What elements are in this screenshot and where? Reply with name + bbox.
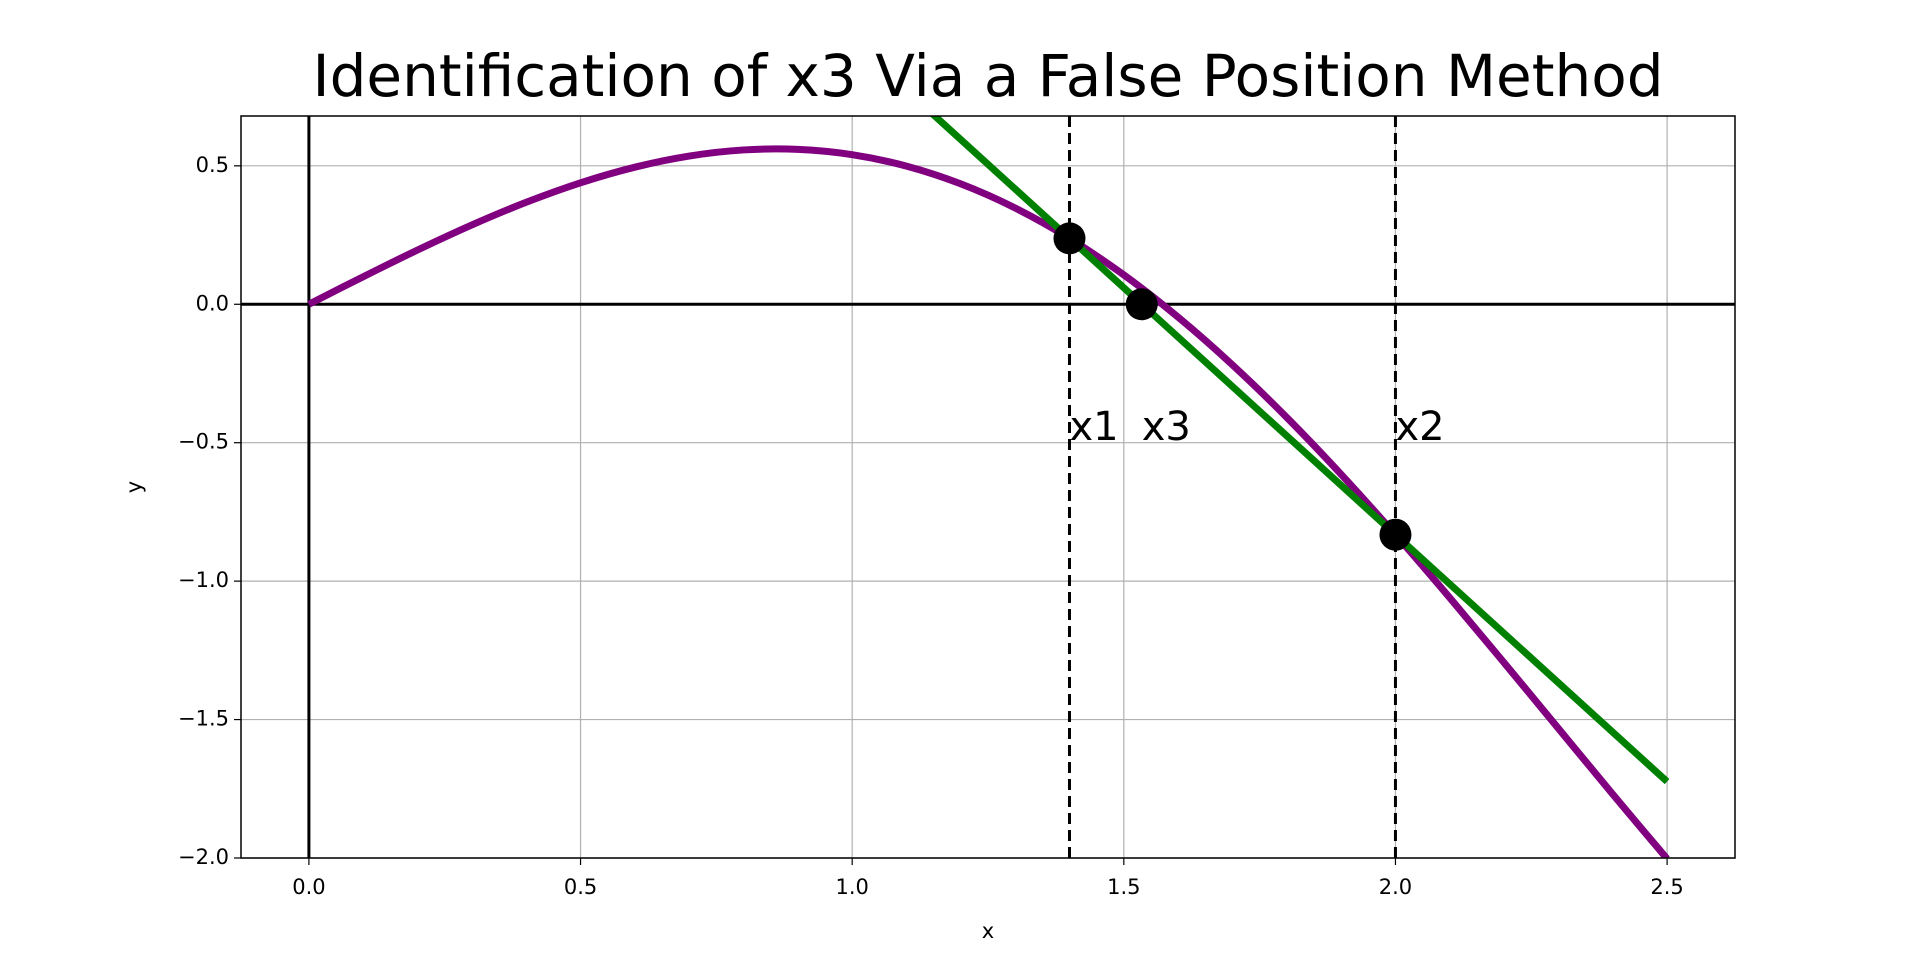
line-series — [929, 116, 1670, 785]
point — [1379, 518, 1412, 551]
y-axis-label: y — [122, 481, 146, 493]
x-tick-label: 2.5 — [1650, 875, 1683, 899]
plot-area — [241, 116, 1735, 858]
x-tick-label: 1.5 — [1107, 875, 1140, 899]
x-tick-label: 1.0 — [835, 875, 868, 899]
line-series — [307, 145, 1670, 858]
annotation: x1 — [1069, 404, 1118, 450]
y-tick-label: 0.5 — [196, 153, 229, 177]
annotation: x3 — [1142, 404, 1191, 450]
point — [1125, 288, 1158, 321]
x-tick-label: 0.5 — [564, 875, 597, 899]
x-axis-label: x — [982, 919, 994, 943]
y-tick-label: 0.0 — [196, 291, 229, 315]
y-tick-label: −1.5 — [178, 707, 229, 731]
y-tick-label: −1.0 — [178, 568, 229, 592]
point — [1053, 222, 1086, 255]
y-tick-label: −0.5 — [178, 430, 229, 454]
annotation: x2 — [1395, 404, 1444, 450]
y-tick-label: −2.0 — [178, 845, 229, 869]
x-tick-label: 2.0 — [1379, 875, 1412, 899]
x-tick-label: 0.0 — [292, 875, 325, 899]
plot-frame — [240, 115, 1736, 859]
chart-title: Identification of x3 Via a False Positio… — [312, 42, 1663, 110]
